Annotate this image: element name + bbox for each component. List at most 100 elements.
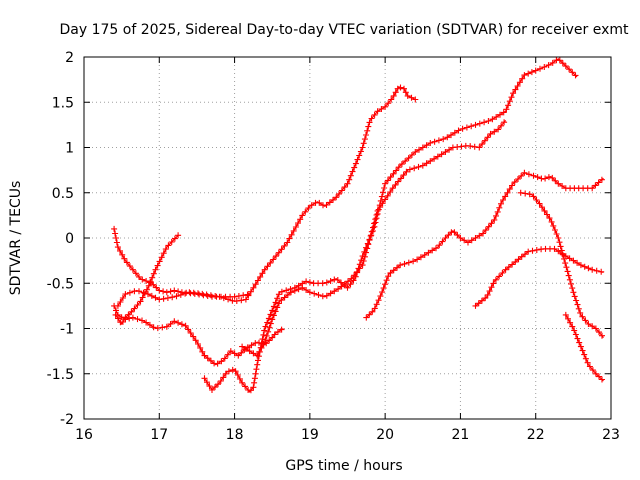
data-point — [517, 189, 524, 196]
data-point — [549, 174, 556, 181]
data-point — [341, 184, 348, 191]
data-point — [303, 287, 310, 293]
data-point — [384, 192, 391, 199]
data-point — [596, 373, 602, 380]
data-point — [572, 72, 579, 79]
data-point — [451, 129, 458, 136]
data-point — [236, 375, 243, 382]
data-point — [122, 291, 129, 298]
data-point — [387, 174, 394, 181]
data-point — [118, 314, 125, 321]
data-point — [511, 179, 518, 186]
data-point — [349, 168, 356, 175]
data-point — [269, 334, 276, 341]
data-point — [395, 178, 402, 185]
data-point — [250, 284, 257, 291]
data-point — [224, 351, 231, 358]
data-point — [438, 151, 445, 158]
data-point — [427, 140, 434, 146]
data-point — [267, 311, 274, 318]
data-point — [281, 242, 288, 249]
data-point — [544, 211, 550, 218]
data-point — [392, 181, 399, 188]
data-point — [445, 232, 452, 239]
data-point — [393, 167, 400, 174]
data-point — [265, 328, 272, 335]
data-point — [356, 152, 363, 159]
data-point — [484, 291, 491, 298]
data-point — [364, 127, 371, 134]
data-point — [275, 300, 282, 307]
data-point — [216, 293, 223, 300]
data-point — [122, 316, 129, 323]
data-point — [404, 92, 411, 99]
data-point — [242, 345, 249, 352]
grid — [84, 57, 611, 419]
data-point — [365, 123, 372, 130]
data-point — [147, 278, 154, 285]
data-point — [506, 98, 513, 105]
data-point — [530, 172, 537, 179]
data-point — [493, 114, 500, 120]
x-tick-label: 16 — [75, 427, 93, 443]
data-point — [374, 108, 381, 115]
data-point — [427, 158, 434, 165]
data-point — [117, 299, 124, 305]
data-point — [412, 149, 419, 155]
data-point — [566, 276, 573, 283]
data-point — [476, 144, 483, 151]
data-point — [200, 292, 207, 299]
data-point — [162, 246, 169, 253]
data-point — [563, 264, 570, 271]
data-point — [264, 319, 271, 326]
data-point — [239, 379, 246, 386]
data-point — [419, 162, 426, 169]
data-point — [423, 160, 430, 167]
data-point — [377, 293, 384, 300]
data-point — [132, 270, 139, 277]
y-tick-label: -2 — [60, 412, 74, 428]
data-point — [471, 143, 478, 150]
data-point — [182, 322, 189, 329]
data-point — [125, 311, 132, 318]
x-tick-label: 19 — [301, 427, 319, 443]
data-point — [406, 166, 413, 173]
data-point — [270, 312, 277, 319]
data-point — [129, 266, 136, 273]
series-line — [565, 314, 604, 382]
data-point — [379, 200, 386, 207]
data-point — [290, 227, 297, 234]
data-point — [113, 307, 119, 314]
data-point — [472, 121, 479, 128]
data-point — [549, 59, 556, 66]
data-point — [555, 235, 562, 241]
data-point — [225, 368, 232, 375]
data-point — [248, 342, 255, 349]
data-point — [472, 302, 479, 309]
data-point — [555, 180, 562, 187]
data-point — [509, 261, 516, 268]
data-point — [476, 232, 483, 239]
data-point — [567, 319, 574, 326]
data-point — [401, 85, 407, 92]
data-point — [545, 174, 552, 181]
data-point — [119, 295, 126, 301]
data-point — [485, 118, 492, 124]
data-point — [408, 152, 415, 158]
data-point — [351, 164, 358, 171]
data-point — [256, 339, 262, 346]
data-point — [382, 196, 389, 203]
data-point — [397, 175, 404, 182]
data-point — [457, 235, 464, 241]
series-line — [241, 120, 507, 357]
data-point — [231, 350, 238, 357]
data-point — [113, 239, 120, 246]
data-point — [338, 187, 345, 194]
data-point — [425, 249, 432, 256]
data-point — [262, 323, 269, 330]
data-point — [225, 296, 232, 303]
data-point — [372, 216, 379, 223]
data-point — [272, 308, 279, 315]
data-point — [565, 272, 572, 279]
data-point — [374, 207, 381, 214]
